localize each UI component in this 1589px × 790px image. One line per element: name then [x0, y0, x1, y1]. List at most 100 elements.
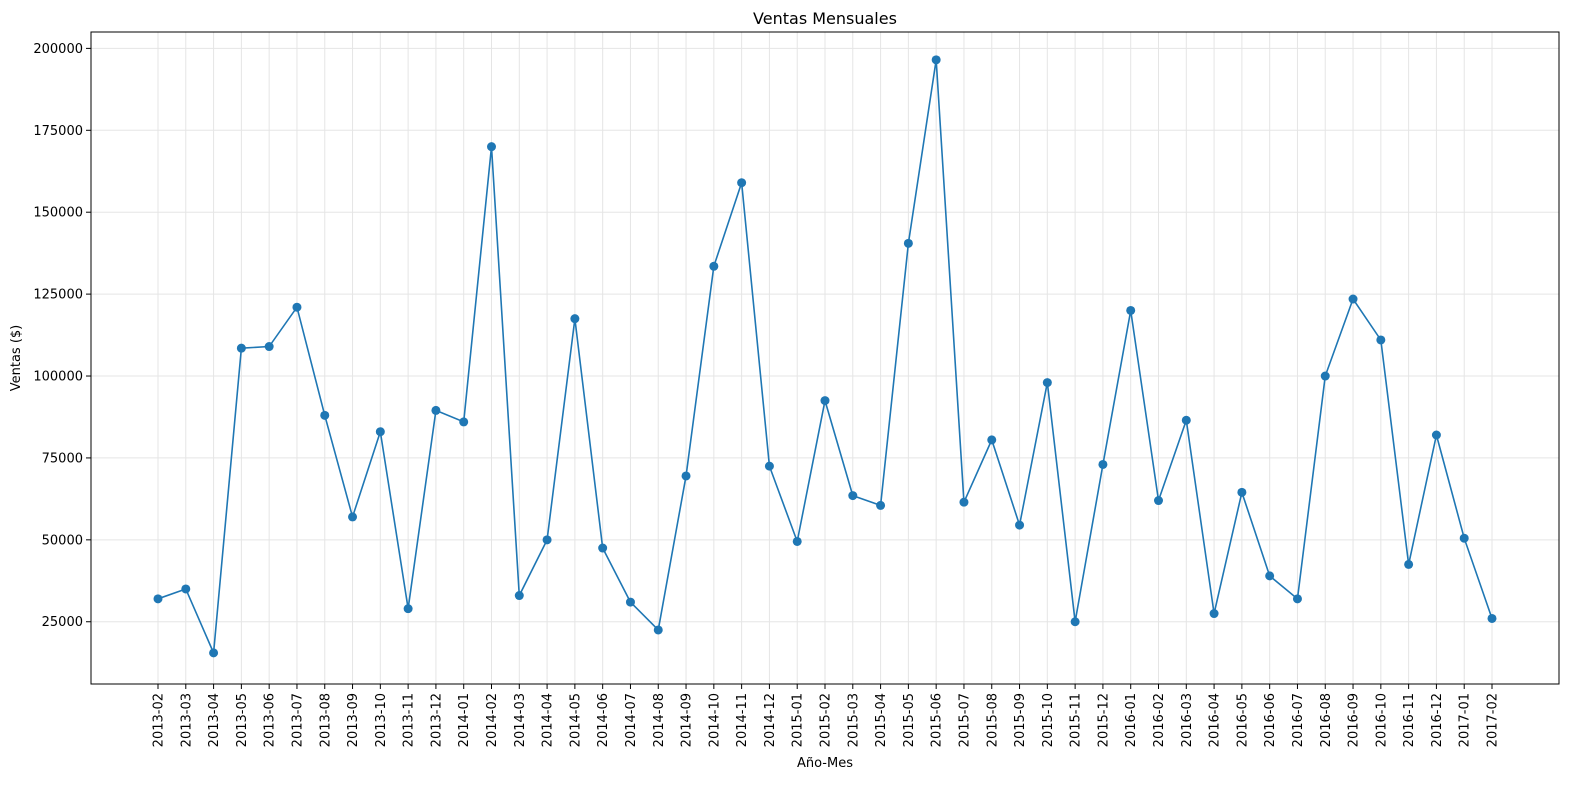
- data-point: [1320, 371, 1330, 381]
- data-point: [653, 625, 663, 635]
- data-point: [431, 405, 441, 415]
- data-point: [1487, 613, 1497, 623]
- data-point: [1015, 520, 1025, 530]
- data-point: [1042, 378, 1052, 388]
- data-point: [1181, 415, 1191, 425]
- x-tick-label: 2016-03: [1180, 693, 1195, 747]
- data-point: [764, 461, 774, 471]
- data-point: [236, 343, 246, 353]
- x-tick-label: 2014-04: [541, 693, 556, 747]
- x-tick-label: 2016-06: [1263, 693, 1278, 747]
- x-tick-label: 2016-04: [1208, 693, 1223, 747]
- x-tick-label: 2014-12: [763, 693, 778, 747]
- data-point: [1126, 305, 1136, 315]
- data-point: [1459, 533, 1469, 543]
- x-tick-label: 2015-02: [819, 693, 834, 747]
- data-point: [487, 142, 496, 152]
- x-tick-label: 2013-07: [290, 693, 305, 747]
- data-point: [959, 497, 969, 507]
- data-point: [1348, 294, 1358, 304]
- data-point: [1265, 571, 1275, 581]
- data-point: [570, 314, 580, 324]
- data-point: [625, 597, 635, 607]
- y-tick-label: 50000: [42, 533, 83, 548]
- data-point: [348, 512, 358, 522]
- x-tick-label: 2013-12: [429, 693, 444, 747]
- x-tick-label: 2015-11: [1069, 693, 1084, 747]
- x-tick-label: 2014-02: [485, 693, 500, 747]
- y-tick-label: 25000: [42, 615, 83, 630]
- x-tick-label: 2015-07: [957, 693, 972, 747]
- data-point: [987, 435, 997, 445]
- y-tick-label: 100000: [33, 370, 83, 385]
- data-point: [737, 178, 747, 188]
- data-point: [681, 471, 691, 481]
- x-tick-label: 2014-07: [624, 693, 639, 747]
- x-tick-label: 2013-02: [152, 693, 167, 747]
- x-tick-label: 2015-01: [791, 693, 806, 747]
- x-tick-label: 2014-11: [735, 693, 750, 747]
- data-point: [1376, 335, 1386, 345]
- x-tick-label: 2016-12: [1430, 693, 1445, 747]
- x-axis-title: Año-Mes: [797, 756, 853, 771]
- y-axis: 25000 50000 75000 100000 125000 150000 175000 2…: [33, 42, 91, 630]
- x-tick-label: 2013-04: [207, 693, 222, 747]
- x-tick-label: 2016-02: [1152, 693, 1167, 747]
- series-ventas: [153, 55, 1497, 658]
- data-point: [1431, 430, 1441, 440]
- x-tick-label: 2016-07: [1291, 693, 1306, 747]
- x-tick-label: 2013-10: [374, 693, 389, 747]
- x-tick-label: 2015-09: [1013, 693, 1028, 747]
- x-tick-label: 2014-06: [596, 693, 611, 747]
- y-axis-title: Ventas ($): [9, 325, 24, 392]
- x-tick-label: 2016-10: [1374, 693, 1389, 747]
- data-point: [1404, 559, 1414, 569]
- data-point: [931, 55, 941, 65]
- data-point: [792, 536, 802, 546]
- data-point: [820, 396, 830, 406]
- data-point: [1098, 459, 1108, 469]
- x-tick-label: 2016-08: [1319, 693, 1334, 747]
- x-tick-label: 2016-11: [1402, 693, 1417, 747]
- chart-title: Ventas Mensuales: [753, 9, 897, 28]
- x-tick-label: 2016-09: [1347, 693, 1362, 747]
- data-point: [1154, 496, 1163, 506]
- x-tick-label: 2014-01: [457, 693, 472, 747]
- x-tick-label: 2015-03: [846, 693, 861, 747]
- x-tick-label: 2017-01: [1458, 693, 1473, 747]
- x-tick-label: 2015-06: [930, 693, 945, 747]
- x-tick-label: 2014-08: [652, 693, 667, 747]
- x-tick-label: 2014-09: [680, 693, 695, 747]
- x-tick-label: 2013-09: [346, 693, 361, 747]
- data-point: [153, 594, 163, 604]
- x-tick-label: 2014-05: [568, 693, 583, 747]
- x-tick-label: 2017-02: [1486, 693, 1501, 747]
- data-point: [1292, 594, 1302, 604]
- x-tick-label: 2015-12: [1096, 693, 1111, 747]
- data-point: [264, 342, 274, 352]
- x-tick-label: 2013-11: [402, 693, 417, 747]
- grid-lines: [91, 32, 1559, 684]
- data-point: [320, 410, 330, 420]
- x-tick-label: 2015-05: [902, 693, 917, 747]
- x-tick-label: 2015-04: [874, 693, 889, 747]
- x-tick-label: 2014-10: [707, 693, 722, 747]
- y-tick-label: 200000: [33, 42, 83, 57]
- x-axis: 2013-02 2013-03 2013-04 2013-05 2013-06 2013-…: [152, 684, 1501, 747]
- data-point: [848, 491, 858, 501]
- data-point: [542, 535, 552, 545]
- x-tick-label: 2014-03: [513, 693, 528, 747]
- data-point: [459, 417, 469, 427]
- data-point: [1209, 609, 1219, 619]
- x-tick-label: 2016-05: [1235, 693, 1250, 747]
- y-tick-label: 150000: [33, 206, 83, 221]
- x-tick-label: 2016-01: [1124, 693, 1139, 747]
- data-point: [403, 604, 413, 614]
- x-tick-label: 2013-08: [318, 693, 333, 747]
- x-tick-label: 2015-08: [985, 693, 1000, 747]
- data-point: [375, 427, 385, 437]
- y-tick-label: 125000: [33, 288, 83, 303]
- data-point: [598, 543, 608, 553]
- data-point: [181, 584, 191, 594]
